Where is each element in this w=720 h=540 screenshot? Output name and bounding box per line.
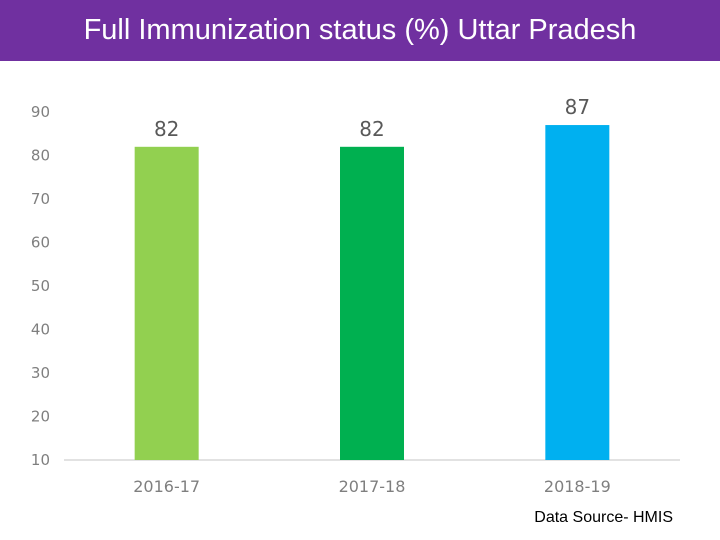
y-tick-label: 10: [31, 451, 50, 469]
y-tick-label: 30: [31, 364, 50, 382]
y-tick-label: 40: [31, 321, 50, 339]
x-category-label: 2018-19: [544, 477, 611, 496]
x-category-label: 2017-18: [339, 477, 406, 496]
bar-value-label: 82: [154, 117, 179, 141]
bar-2016-17: [134, 146, 199, 461]
x-axis-categories: 2016-17 2017-18 2018-19: [133, 477, 611, 496]
page-title: Full Immunization status (%) Uttar Prade…: [0, 0, 720, 61]
y-tick-label: 50: [31, 277, 50, 295]
y-tick-label: 80: [31, 147, 50, 165]
y-tick-label: 90: [31, 103, 50, 121]
y-tick-label: 20: [31, 408, 50, 426]
bar-2017-18: [340, 146, 404, 461]
bar-value-label: 82: [359, 117, 384, 141]
data-source-note: Data Source- HMIS: [534, 509, 673, 526]
data-labels: 82 82 87: [154, 95, 590, 141]
bars: [134, 125, 610, 461]
bar-chart: 10 20 30 40 50 60 70 80 90 2016-17 2017-18 2018-19…: [31, 95, 680, 496]
bar-2018-19: [545, 125, 610, 461]
y-tick-label: 60: [31, 234, 50, 252]
y-axis-ticks: 10 20 30 40 50 60 70 80 90: [31, 103, 50, 469]
y-tick-label: 70: [31, 190, 50, 208]
x-category-label: 2016-17: [133, 477, 200, 496]
bar-value-label: 87: [565, 95, 590, 119]
